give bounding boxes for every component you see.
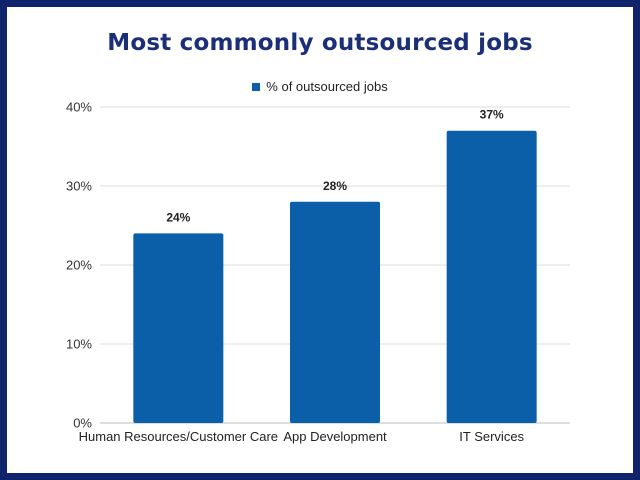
category-labels: Human Resources/Customer Care App Develop… bbox=[79, 429, 525, 444]
bar bbox=[446, 130, 537, 423]
y-axis-ticks: 0% 10% 20% 30% 40% bbox=[66, 100, 92, 431]
y-tick-label: 10% bbox=[66, 337, 92, 352]
bars bbox=[133, 130, 537, 423]
y-tick-label: 40% bbox=[66, 100, 92, 115]
legend-swatch bbox=[252, 82, 261, 91]
bar bbox=[133, 233, 224, 423]
chart-legend: % of outsourced jobs bbox=[0, 79, 640, 94]
y-tick-label: 30% bbox=[66, 179, 92, 194]
y-tick-label: 20% bbox=[66, 258, 92, 273]
category-label: IT Services bbox=[459, 429, 524, 444]
data-label: 28% bbox=[323, 179, 347, 193]
category-label: App Development bbox=[283, 429, 387, 444]
bar bbox=[290, 201, 380, 423]
category-label: Human Resources/Customer Care bbox=[79, 429, 278, 444]
legend-label: % of outsourced jobs bbox=[266, 79, 388, 94]
chart-title: Most commonly outsourced jobs bbox=[107, 30, 533, 56]
data-labels: 24% 28% 37% bbox=[166, 108, 504, 225]
data-label: 24% bbox=[166, 210, 190, 224]
data-label: 37% bbox=[480, 108, 504, 122]
y-tick-label: 0% bbox=[73, 416, 92, 431]
